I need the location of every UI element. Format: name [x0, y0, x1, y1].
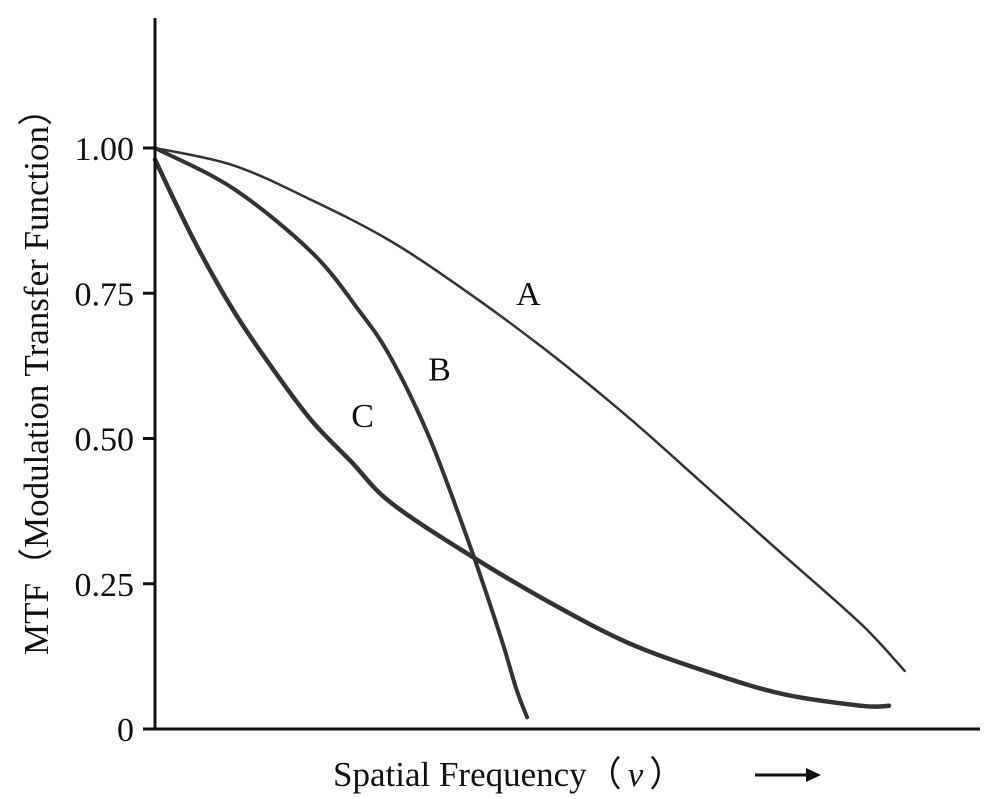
curves-layer [152, 146, 906, 720]
y-ticks: 1.00 0.75 0.50 0.25 0 [75, 131, 155, 749]
curve-label-a: A [516, 276, 541, 313]
x-axis-title-end: ） [649, 755, 684, 794]
y-tick-label: 0.75 [75, 276, 135, 313]
arrow-right-icon [755, 768, 821, 782]
curve-c [152, 157, 892, 709]
y-tick-label: 0.25 [75, 567, 135, 604]
curve-b [153, 146, 530, 720]
y-tick-label: 0.50 [75, 422, 135, 459]
y-axis-title: MTF（Modulation Transfer Function） [17, 91, 56, 655]
y-tick-label: 1.00 [75, 131, 135, 168]
y-tick-label: 0 [117, 712, 134, 749]
x-axis-title: Spatial Frequency（ ν） [333, 755, 821, 794]
svg-text:Spatial Frequency（ν）: Spatial Frequency（ ν） [333, 755, 684, 794]
curve-label-b: B [428, 351, 451, 388]
axes-layer [153, 18, 980, 731]
x-axis-variable: ν [628, 755, 644, 794]
x-axis-title-text: Spatial Frequency（ [333, 755, 622, 794]
curve-label-c: C [351, 398, 374, 435]
curve-a [153, 146, 906, 673]
curve-labels: A B C [351, 276, 541, 435]
